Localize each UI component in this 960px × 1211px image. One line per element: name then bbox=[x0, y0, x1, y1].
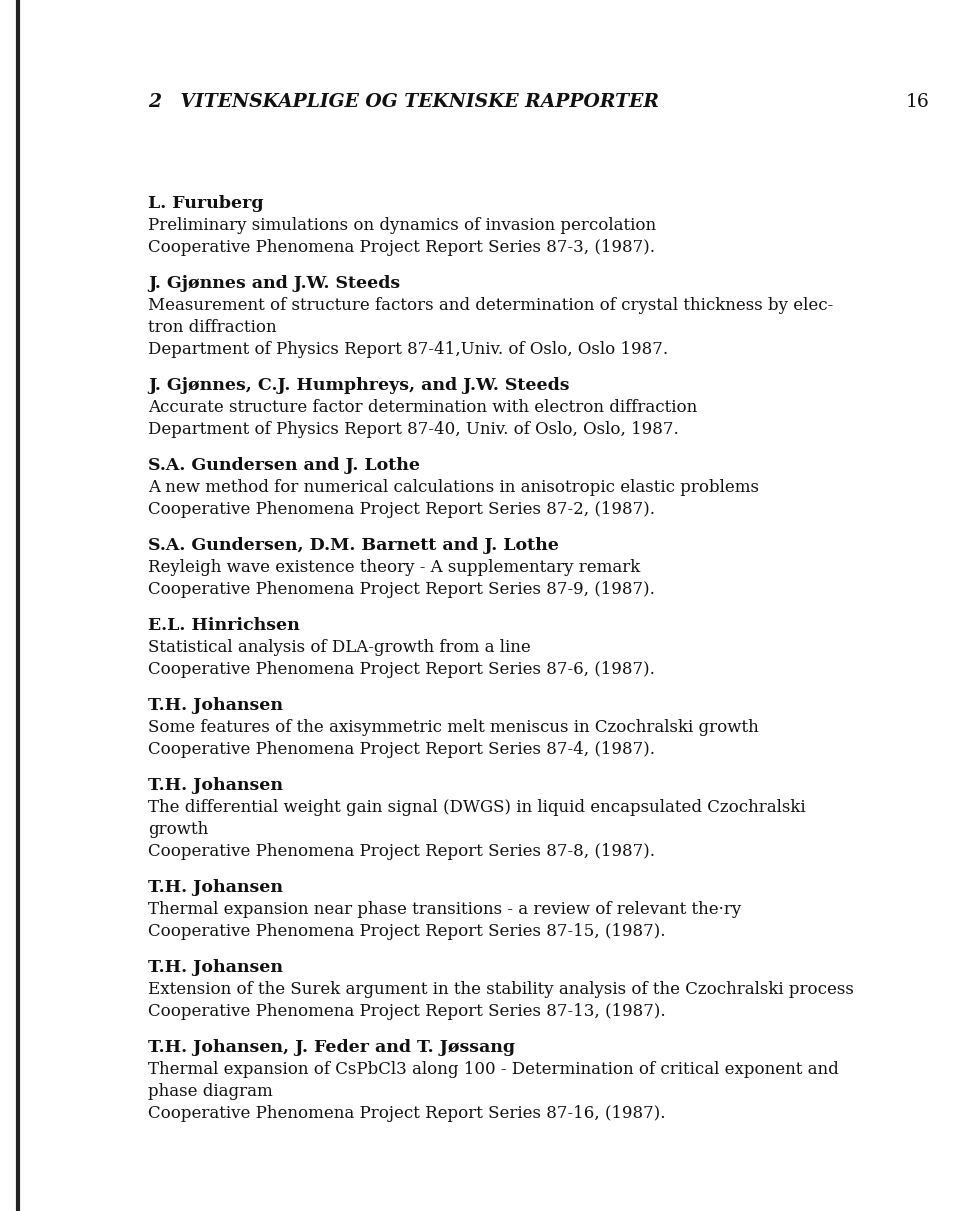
Text: Cooperative Phenomena Project Report Series 87-3, (1987).: Cooperative Phenomena Project Report Ser… bbox=[148, 239, 655, 256]
Text: Cooperative Phenomena Project Report Series 87-13, (1987).: Cooperative Phenomena Project Report Ser… bbox=[148, 1003, 665, 1020]
Text: T.H. Johansen: T.H. Johansen bbox=[148, 879, 283, 896]
Text: T.H. Johansen: T.H. Johansen bbox=[148, 959, 283, 976]
Text: Thermal expansion near phase transitions - a review of relevant the·ry: Thermal expansion near phase transitions… bbox=[148, 901, 741, 918]
Text: Thermal expansion of CsPbCl3 along 100 - Determination of critical exponent and: Thermal expansion of CsPbCl3 along 100 -… bbox=[148, 1061, 839, 1078]
Text: T.H. Johansen: T.H. Johansen bbox=[148, 698, 283, 714]
Text: T.H. Johansen, J. Feder and T. Jøssang: T.H. Johansen, J. Feder and T. Jøssang bbox=[148, 1039, 515, 1056]
Text: Some features of the axisymmetric melt meniscus in Czochralski growth: Some features of the axisymmetric melt m… bbox=[148, 719, 758, 736]
Text: Accurate structure factor determination with electron diffraction: Accurate structure factor determination … bbox=[148, 398, 697, 417]
Text: E.L. Hinrichsen: E.L. Hinrichsen bbox=[148, 616, 300, 635]
Text: L. Furuberg: L. Furuberg bbox=[148, 195, 263, 212]
Text: growth: growth bbox=[148, 821, 208, 838]
Text: tron diffraction: tron diffraction bbox=[148, 318, 276, 335]
Text: Cooperative Phenomena Project Report Series 87-16, (1987).: Cooperative Phenomena Project Report Ser… bbox=[148, 1104, 665, 1123]
Text: Cooperative Phenomena Project Report Series 87-8, (1987).: Cooperative Phenomena Project Report Ser… bbox=[148, 843, 655, 860]
Text: Cooperative Phenomena Project Report Series 87-15, (1987).: Cooperative Phenomena Project Report Ser… bbox=[148, 923, 665, 940]
Text: T.H. Johansen: T.H. Johansen bbox=[148, 777, 283, 794]
Text: 16: 16 bbox=[906, 93, 930, 111]
Text: Extension of the Surek argument in the stability analysis of the Czochralski pro: Extension of the Surek argument in the s… bbox=[148, 981, 853, 998]
Text: Statistical analysis of DLA-growth from a line: Statistical analysis of DLA-growth from … bbox=[148, 639, 531, 656]
Text: The differential weight gain signal (DWGS) in liquid encapsulated Czochralski: The differential weight gain signal (DWG… bbox=[148, 799, 805, 816]
Text: S.A. Gundersen and J. Lothe: S.A. Gundersen and J. Lothe bbox=[148, 457, 420, 474]
Text: Department of Physics Report 87-40, Univ. of Oslo, Oslo, 1987.: Department of Physics Report 87-40, Univ… bbox=[148, 421, 679, 438]
Text: S.A. Gundersen, D.M. Barnett and J. Lothe: S.A. Gundersen, D.M. Barnett and J. Loth… bbox=[148, 536, 559, 553]
Text: J. Gjønnes and J.W. Steeds: J. Gjønnes and J.W. Steeds bbox=[148, 275, 400, 292]
Text: 2   VITENSKAPLIGE OG TEKNISKE RAPPORTER: 2 VITENSKAPLIGE OG TEKNISKE RAPPORTER bbox=[148, 93, 659, 111]
Text: Cooperative Phenomena Project Report Series 87-6, (1987).: Cooperative Phenomena Project Report Ser… bbox=[148, 661, 655, 678]
Text: Cooperative Phenomena Project Report Series 87-9, (1987).: Cooperative Phenomena Project Report Ser… bbox=[148, 581, 655, 598]
Text: Cooperative Phenomena Project Report Series 87-4, (1987).: Cooperative Phenomena Project Report Ser… bbox=[148, 741, 655, 758]
Text: Preliminary simulations on dynamics of invasion percolation: Preliminary simulations on dynamics of i… bbox=[148, 217, 656, 234]
Text: Cooperative Phenomena Project Report Series 87-2, (1987).: Cooperative Phenomena Project Report Ser… bbox=[148, 501, 655, 518]
Text: Measurement of structure factors and determination of crystal thickness by elec-: Measurement of structure factors and det… bbox=[148, 297, 833, 314]
Text: phase diagram: phase diagram bbox=[148, 1083, 273, 1100]
Text: Reyleigh wave existence theory - A supplementary remark: Reyleigh wave existence theory - A suppl… bbox=[148, 559, 640, 576]
Text: Department of Physics Report 87-41,Univ. of Oslo, Oslo 1987.: Department of Physics Report 87-41,Univ.… bbox=[148, 342, 668, 358]
Text: J. Gjønnes, C.J. Humphreys, and J.W. Steeds: J. Gjønnes, C.J. Humphreys, and J.W. Ste… bbox=[148, 377, 569, 394]
Text: A new method for numerical calculations in anisotropic elastic problems: A new method for numerical calculations … bbox=[148, 480, 759, 497]
